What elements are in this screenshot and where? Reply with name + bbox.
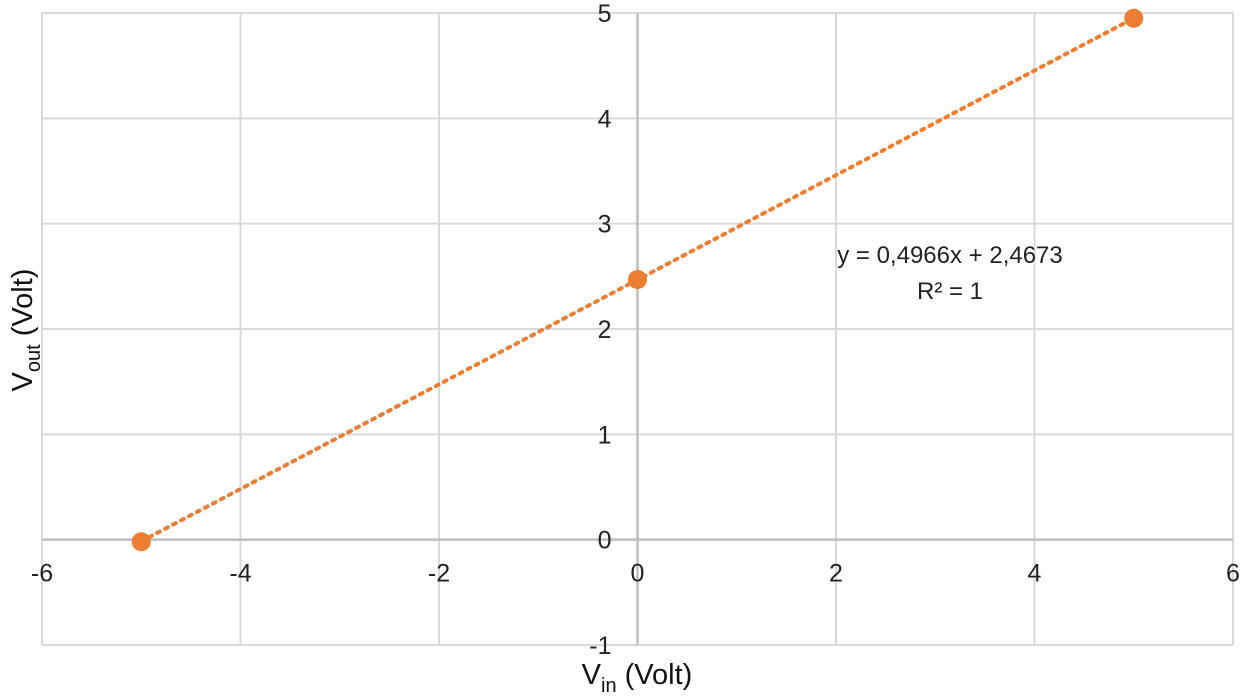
x-axis-title-main: V (582, 659, 602, 691)
y-tick-label: 3 (598, 211, 612, 239)
x-tick-label: 0 (631, 560, 645, 588)
x-tick-label: -4 (229, 560, 251, 588)
x-axis-title-sub: in (601, 675, 617, 697)
y-axis-title: Vout (Volt) (7, 269, 45, 392)
data-point (131, 532, 151, 552)
y-tick-label: 1 (598, 421, 612, 449)
y-tick-label: 2 (598, 316, 612, 344)
y-tick-labels: -1 0 1 2 3 4 5 (589, 0, 611, 660)
y-axis-title-main: V (7, 371, 39, 391)
y-axis-title-unit: (Volt) (7, 269, 39, 345)
trendline-r-squared: R² = 1 (917, 278, 983, 305)
y-tick-label: 5 (598, 0, 612, 28)
data-point (628, 269, 647, 289)
axes (42, 13, 1233, 645)
y-tick-label: -1 (589, 632, 611, 660)
x-tick-label: -6 (31, 560, 53, 588)
x-tick-label: -2 (428, 560, 450, 588)
x-tick-label: 2 (829, 560, 843, 588)
x-axis-title: Vin (Volt) (582, 659, 693, 697)
x-tick-label: 4 (1028, 560, 1042, 588)
data-point (1124, 8, 1144, 28)
x-tick-label: 6 (1226, 560, 1240, 588)
y-axis-title-sub: out (23, 344, 45, 372)
trendline-equation: y = 0,4966x + 2,4673 (837, 242, 1063, 269)
y-tick-label: 0 (598, 527, 612, 555)
x-tick-labels: -6 -4 -2 0 2 4 6 (31, 560, 1240, 588)
x-axis-title-unit: (Volt) (617, 659, 693, 691)
y-tick-label: 4 (598, 105, 612, 133)
data-points (131, 8, 1144, 552)
